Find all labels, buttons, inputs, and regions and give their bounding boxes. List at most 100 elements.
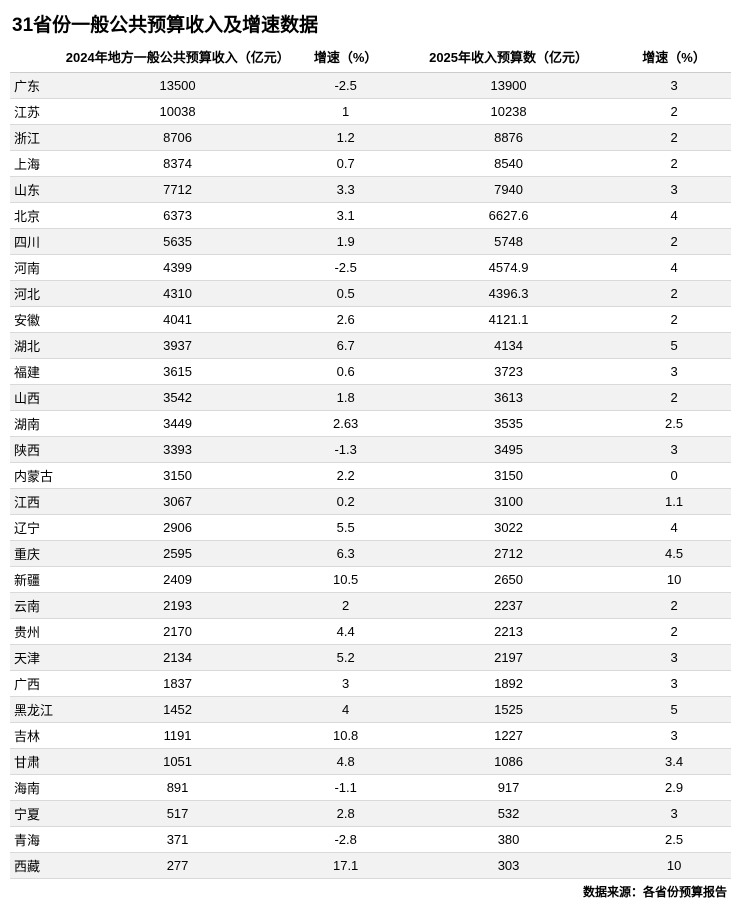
- cell-growth-2024: 2.2: [291, 463, 400, 489]
- table-row: 青海371-2.83802.5: [10, 827, 731, 853]
- cell-province: 云南: [10, 593, 64, 619]
- cell-growth-2025: 2.9: [617, 775, 731, 801]
- cell-revenue-2025: 3495: [400, 437, 617, 463]
- cell-revenue-2024: 3150: [64, 463, 292, 489]
- cell-revenue-2025: 7940: [400, 177, 617, 203]
- cell-growth-2025: 3: [617, 645, 731, 671]
- cell-revenue-2024: 1051: [64, 749, 292, 775]
- cell-growth-2025: 2.5: [617, 411, 731, 437]
- cell-growth-2024: 3: [291, 671, 400, 697]
- table-row: 安徽40412.64121.12: [10, 307, 731, 333]
- table-row: 重庆25956.327124.5: [10, 541, 731, 567]
- cell-revenue-2024: 1837: [64, 671, 292, 697]
- table-row: 宁夏5172.85323: [10, 801, 731, 827]
- cell-revenue-2025: 4134: [400, 333, 617, 359]
- cell-province: 湖南: [10, 411, 64, 437]
- cell-revenue-2024: 3067: [64, 489, 292, 515]
- cell-revenue-2024: 13500: [64, 73, 292, 99]
- table-row: 辽宁29065.530224: [10, 515, 731, 541]
- cell-province: 宁夏: [10, 801, 64, 827]
- cell-province: 上海: [10, 151, 64, 177]
- table-row: 江西30670.231001.1: [10, 489, 731, 515]
- cell-revenue-2024: 2193: [64, 593, 292, 619]
- cell-growth-2024: 0.7: [291, 151, 400, 177]
- cell-growth-2024: -2.5: [291, 73, 400, 99]
- cell-growth-2025: 10: [617, 853, 731, 879]
- cell-province: 河北: [10, 281, 64, 307]
- cell-growth-2025: 4.5: [617, 541, 731, 567]
- cell-growth-2024: 2.63: [291, 411, 400, 437]
- cell-revenue-2025: 3723: [400, 359, 617, 385]
- cell-revenue-2024: 517: [64, 801, 292, 827]
- cell-growth-2024: 5.5: [291, 515, 400, 541]
- cell-growth-2025: 3: [617, 359, 731, 385]
- table-row: 内蒙古31502.231500: [10, 463, 731, 489]
- cell-growth-2024: 4.4: [291, 619, 400, 645]
- cell-revenue-2024: 7712: [64, 177, 292, 203]
- cell-growth-2024: 5.2: [291, 645, 400, 671]
- cell-growth-2024: 4.8: [291, 749, 400, 775]
- cell-revenue-2024: 4041: [64, 307, 292, 333]
- cell-growth-2025: 5: [617, 333, 731, 359]
- cell-growth-2024: 2.8: [291, 801, 400, 827]
- data-source-note: 数据来源：各省份预算报告: [10, 879, 731, 900]
- col-header-province: [10, 43, 64, 73]
- cell-revenue-2025: 13900: [400, 73, 617, 99]
- cell-revenue-2025: 2712: [400, 541, 617, 567]
- cell-revenue-2024: 8374: [64, 151, 292, 177]
- table-row: 贵州21704.422132: [10, 619, 731, 645]
- cell-growth-2024: 1.9: [291, 229, 400, 255]
- cell-revenue-2024: 371: [64, 827, 292, 853]
- cell-growth-2025: 0: [617, 463, 731, 489]
- cell-province: 江西: [10, 489, 64, 515]
- cell-province: 河南: [10, 255, 64, 281]
- budget-table: 2024年地方一般公共预算收入（亿元） 增速（%） 2025年收入预算数（亿元）…: [10, 43, 731, 879]
- table-row: 西藏27717.130310: [10, 853, 731, 879]
- cell-revenue-2025: 1892: [400, 671, 617, 697]
- cell-growth-2025: 3: [617, 73, 731, 99]
- cell-growth-2025: 1.1: [617, 489, 731, 515]
- table-row: 上海83740.785402: [10, 151, 731, 177]
- cell-province: 四川: [10, 229, 64, 255]
- table-row: 山西35421.836132: [10, 385, 731, 411]
- cell-province: 陕西: [10, 437, 64, 463]
- col-header-revenue-2024: 2024年地方一般公共预算收入（亿元）: [64, 43, 292, 73]
- cell-growth-2024: 4: [291, 697, 400, 723]
- cell-revenue-2025: 1227: [400, 723, 617, 749]
- cell-growth-2025: 2: [617, 281, 731, 307]
- cell-revenue-2025: 3022: [400, 515, 617, 541]
- cell-revenue-2024: 3393: [64, 437, 292, 463]
- cell-growth-2025: 10: [617, 567, 731, 593]
- cell-revenue-2025: 3150: [400, 463, 617, 489]
- cell-growth-2025: 2: [617, 619, 731, 645]
- cell-province: 福建: [10, 359, 64, 385]
- cell-province: 甘肃: [10, 749, 64, 775]
- cell-revenue-2025: 2237: [400, 593, 617, 619]
- table-row: 河南4399-2.54574.94: [10, 255, 731, 281]
- cell-province: 广西: [10, 671, 64, 697]
- cell-growth-2025: 2: [617, 151, 731, 177]
- cell-revenue-2025: 8876: [400, 125, 617, 151]
- cell-revenue-2024: 2409: [64, 567, 292, 593]
- cell-growth-2024: 6.7: [291, 333, 400, 359]
- col-header-growth-2025: 增速（%）: [617, 43, 731, 73]
- cell-revenue-2024: 891: [64, 775, 292, 801]
- cell-province: 黑龙江: [10, 697, 64, 723]
- table-row: 黑龙江1452415255: [10, 697, 731, 723]
- cell-province: 天津: [10, 645, 64, 671]
- table-row: 新疆240910.5265010: [10, 567, 731, 593]
- cell-revenue-2025: 4396.3: [400, 281, 617, 307]
- cell-revenue-2025: 3613: [400, 385, 617, 411]
- cell-revenue-2025: 4121.1: [400, 307, 617, 333]
- cell-growth-2024: -2.5: [291, 255, 400, 281]
- cell-growth-2025: 2: [617, 385, 731, 411]
- cell-revenue-2025: 2197: [400, 645, 617, 671]
- table-row: 山东77123.379403: [10, 177, 731, 203]
- cell-province: 青海: [10, 827, 64, 853]
- cell-revenue-2025: 5748: [400, 229, 617, 255]
- cell-revenue-2024: 3937: [64, 333, 292, 359]
- table-row: 海南891-1.19172.9: [10, 775, 731, 801]
- cell-revenue-2025: 1086: [400, 749, 617, 775]
- cell-province: 重庆: [10, 541, 64, 567]
- cell-province: 贵州: [10, 619, 64, 645]
